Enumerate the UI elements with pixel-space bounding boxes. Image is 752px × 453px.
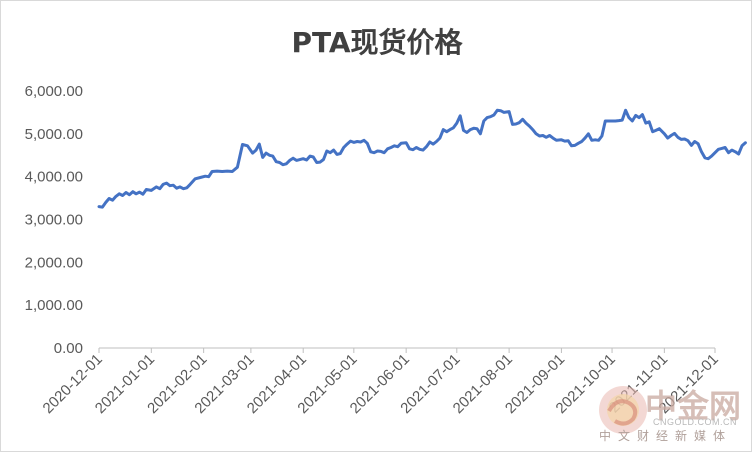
y-tick-label: 1,000.00 — [25, 297, 83, 314]
y-tick-label: 2,000.00 — [25, 254, 83, 271]
watermark: 中金网 CNGOLD.COM.CN 中文财经新媒体 — [595, 381, 745, 447]
y-tick-label: 0.00 — [54, 340, 83, 357]
y-tick-label: 4,000.00 — [25, 169, 83, 186]
watermark-tagline: 中文财经新媒体 — [599, 429, 733, 443]
watermark-logo-icon — [599, 386, 647, 434]
y-tick-label: 5,000.00 — [25, 126, 83, 143]
watermark-brand: 中金网 — [645, 387, 742, 425]
series-layer — [97, 108, 747, 209]
series-line — [97, 108, 747, 209]
chart-title: PTA现货价格 — [291, 26, 463, 59]
y-tick-label: 3,000.00 — [25, 212, 83, 229]
y-axis: 0.00 1,000.00 2,000.00 3,000.00 4,000.00 5,00… — [25, 83, 83, 357]
y-tick-label: 6,000.00 — [25, 83, 83, 100]
watermark-site: CNGOLD.COM.CN — [653, 417, 738, 427]
